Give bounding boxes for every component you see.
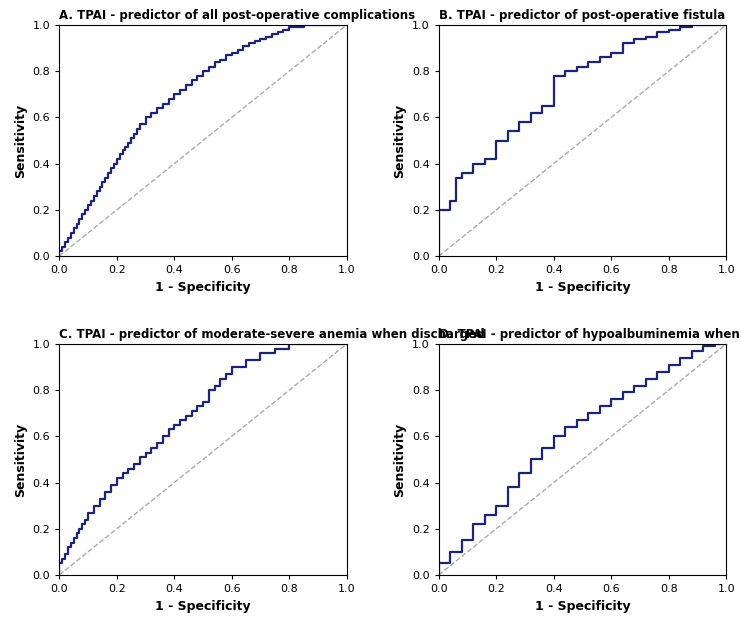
- Y-axis label: Sensitivity: Sensitivity: [14, 104, 27, 178]
- X-axis label: 1 - Specificity: 1 - Specificity: [535, 599, 631, 612]
- Y-axis label: Sensitivity: Sensitivity: [393, 422, 406, 496]
- X-axis label: 1 - Specificity: 1 - Specificity: [155, 281, 250, 294]
- Y-axis label: Sensitivity: Sensitivity: [14, 422, 27, 496]
- Text: C. TPAI - predictor of moderate-severe anemia when discharged: C. TPAI - predictor of moderate-severe a…: [59, 328, 485, 341]
- X-axis label: 1 - Specificity: 1 - Specificity: [535, 281, 631, 294]
- Text: B. TPAI - predictor of post-operative fistula: B. TPAI - predictor of post-operative fi…: [439, 9, 725, 22]
- Y-axis label: Sensitivity: Sensitivity: [393, 104, 406, 178]
- Text: D. TPAI - predictor of hypoalbuminemia when discharged: D. TPAI - predictor of hypoalbuminemia w…: [439, 328, 741, 341]
- Text: A. TPAI - predictor of all post-operative complications: A. TPAI - predictor of all post-operativ…: [59, 9, 416, 22]
- X-axis label: 1 - Specificity: 1 - Specificity: [155, 599, 250, 612]
